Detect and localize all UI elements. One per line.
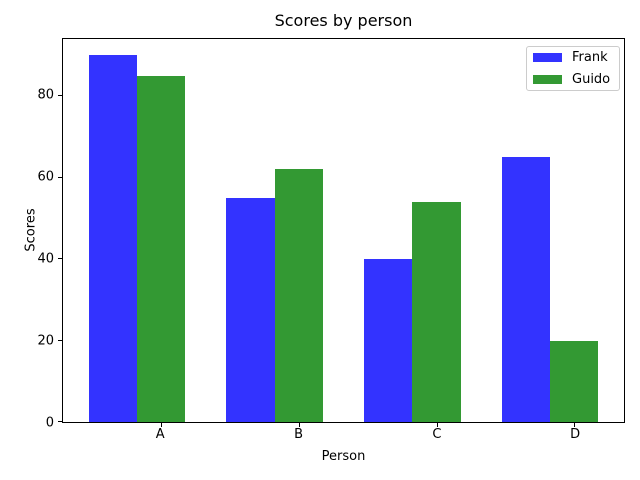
y-tick-label: 60 <box>37 169 54 185</box>
x-tick-label: D <box>570 427 581 442</box>
x-tick-labels: A B C D <box>62 428 625 444</box>
x-tick-label: B <box>294 427 303 442</box>
legend: Frank Guido <box>526 46 620 91</box>
legend-label: Frank <box>572 50 608 66</box>
y-tick-mark <box>58 95 62 97</box>
bar-frank-d <box>502 157 551 422</box>
legend-swatch-frank <box>533 53 562 63</box>
x-tick-mark <box>436 423 438 427</box>
x-axis-label: Person <box>321 449 366 464</box>
y-tick-label: 80 <box>37 87 54 103</box>
x-tick-mark <box>298 423 300 427</box>
y-tick-label: 40 <box>37 251 54 267</box>
y-tick-mark <box>58 339 62 341</box>
x-tick-label: C <box>432 427 442 442</box>
bar-guido-a <box>136 75 185 422</box>
y-tick-mark <box>58 421 62 422</box>
legend-entry-guido: Guido <box>533 69 619 91</box>
bar-frank-a <box>88 55 137 422</box>
bar-guido-d <box>550 340 599 422</box>
legend-swatch-guido <box>533 74 562 84</box>
legend-label: Guido <box>572 71 611 87</box>
x-tick-mark <box>160 423 162 427</box>
x-tick-mark <box>574 423 576 427</box>
bar-frank-c <box>364 259 413 422</box>
legend-entry-frank: Frank <box>533 47 619 69</box>
plot-area: Frank Guido <box>58 38 625 427</box>
chart-title: Scores by person <box>274 11 413 30</box>
bar-frank-b <box>226 197 275 422</box>
y-tick-labels: 0 20 40 60 80 <box>0 38 54 430</box>
y-tick-label: 0 <box>45 415 54 431</box>
y-tick-mark <box>58 258 62 260</box>
y-tick-label: 20 <box>37 333 54 349</box>
x-tick-label: A <box>155 427 165 442</box>
y-tick-mark <box>58 176 62 178</box>
bar-guido-c <box>412 201 461 422</box>
bar-guido-b <box>274 169 323 422</box>
